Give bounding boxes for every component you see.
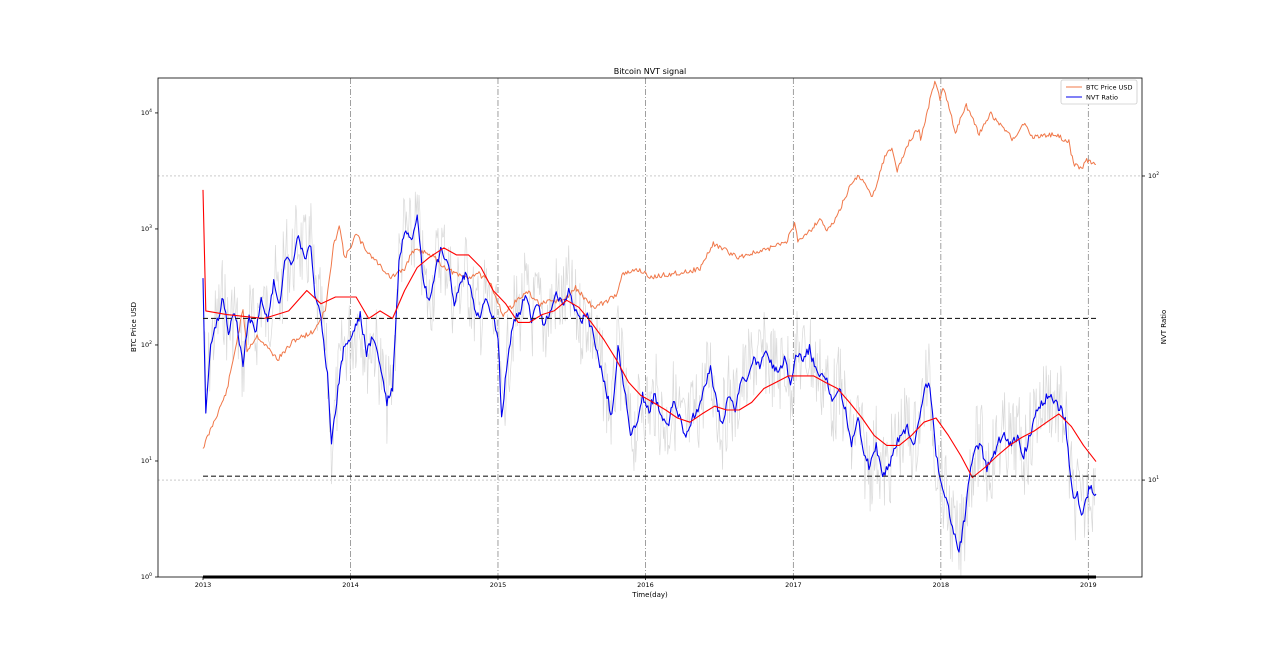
nvt-line [202, 214, 1097, 553]
legend-label-price: BTC Price USD [1086, 84, 1132, 92]
x-axis-label: Time(day) [631, 591, 668, 599]
y-left-tick-label-10: 101 [141, 456, 152, 465]
legend-box [1060, 79, 1138, 105]
legend: BTC Price USD NVT Ratio [1060, 79, 1138, 105]
x-tick-label-2018: 2018 [933, 581, 950, 589]
x-tick-label-2015: 2015 [490, 581, 507, 589]
y-right-tick-label-100: 102 [1148, 171, 1159, 180]
y-left-tick-label-10000: 104 [141, 108, 152, 117]
y-axis-right-label: NVT Ratio [1160, 310, 1168, 345]
series-layer [202, 80, 1097, 553]
y-left-tick-label-1000: 103 [141, 224, 152, 233]
y-axis-left-label: BTC Price USD [130, 302, 138, 352]
price-line [202, 80, 1097, 449]
x-tick-label-2019: 2019 [1080, 581, 1097, 589]
x-tick-label-2016: 2016 [637, 581, 654, 589]
legend-label-nvt: NVT Ratio [1086, 94, 1118, 102]
x-axis: 2013 2014 2015 2016 2017 2018 2019 [195, 575, 1097, 589]
x-tick-label-2017: 2017 [785, 581, 802, 589]
chart-title: Bitcoin NVT signal [614, 67, 687, 76]
nvt-raw-noise [202, 191, 1096, 576]
plot-frame [157, 77, 1143, 578]
y-right-tick-label-10: 101 [1148, 475, 1159, 484]
reference-lines [203, 317, 1096, 477]
y-left-tick-label-100: 102 [141, 340, 152, 349]
y-axis-left: 100 101 102 103 104 [141, 108, 158, 581]
grid-lines [158, 78, 1142, 577]
y-axis-right: 101 102 [1142, 171, 1159, 484]
x-tick-label-2014: 2014 [342, 581, 359, 589]
nvt-noise-line [202, 191, 1096, 576]
nvt-moving-average-line [202, 189, 1097, 479]
x-tick-label-2013: 2013 [195, 581, 212, 589]
y-left-tick-label-1: 100 [141, 572, 152, 581]
